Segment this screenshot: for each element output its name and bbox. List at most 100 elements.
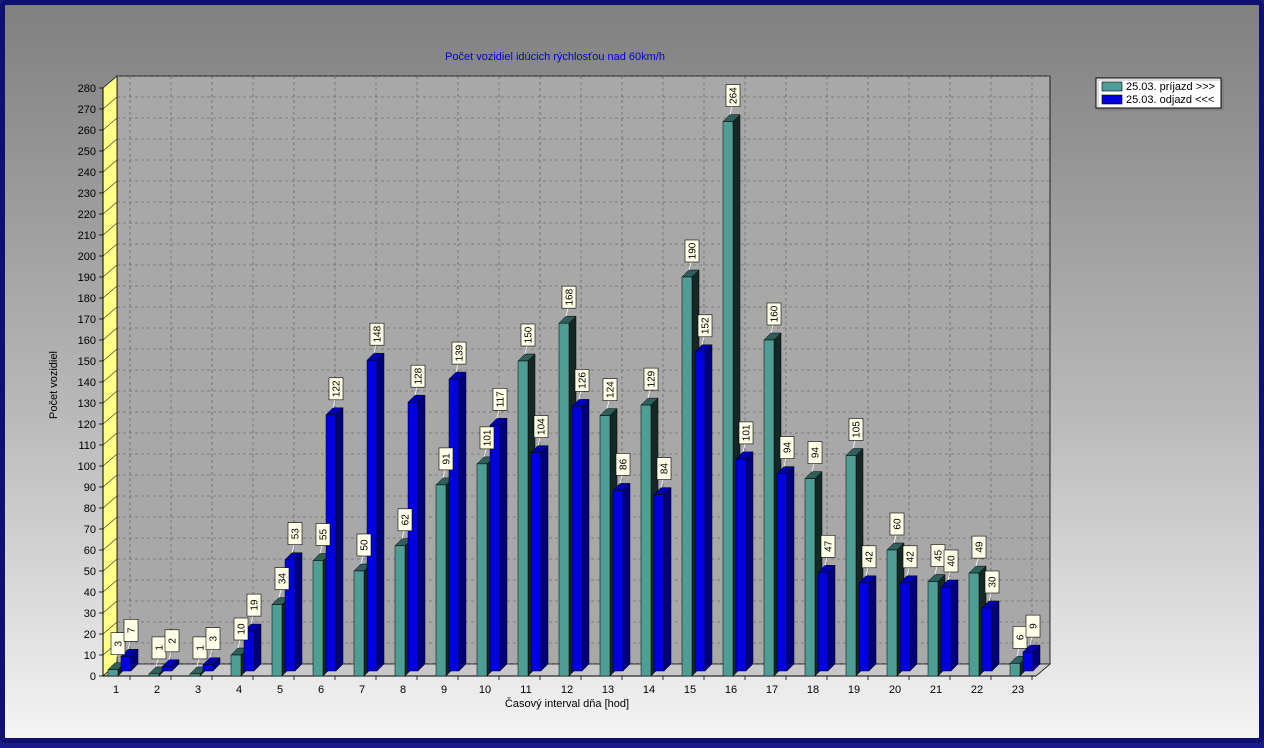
bar-front xyxy=(448,378,460,672)
data-label-box xyxy=(602,378,618,401)
data-label: 40 xyxy=(947,555,958,567)
data-label: 1 xyxy=(196,645,207,651)
data-label-leader xyxy=(455,364,459,373)
y-tick-label: 150 xyxy=(78,356,96,368)
data-label-box xyxy=(848,418,864,441)
x-tick-label: 2 xyxy=(154,684,160,696)
data-label: 45 xyxy=(934,550,945,562)
bar-odjazd-20 xyxy=(899,575,918,672)
data-label: 124 xyxy=(606,381,617,398)
grid-line-side xyxy=(102,411,118,425)
y-tick-label: 110 xyxy=(78,440,96,452)
y-tick-label: 10 xyxy=(84,650,96,662)
bar-side xyxy=(581,398,590,672)
data-label-box xyxy=(943,549,959,573)
data-label-leader xyxy=(319,545,323,554)
grid-line-side xyxy=(102,243,118,257)
data-label-box xyxy=(779,436,795,459)
data-label-box xyxy=(574,369,590,392)
y-tick-label: 200 xyxy=(78,251,96,263)
data-label-box xyxy=(738,421,754,445)
data-label-box xyxy=(889,512,905,536)
bar-side xyxy=(827,564,836,672)
y-tick-label: 270 xyxy=(78,104,96,116)
bar-side xyxy=(622,482,631,672)
bar-front xyxy=(968,572,980,677)
x-axis-label: Časový interval dňa [hod] xyxy=(505,697,629,710)
data-label: 150 xyxy=(524,326,535,343)
data-label: 19 xyxy=(250,599,261,611)
x-tick-label: 9 xyxy=(441,684,447,696)
data-label: 160 xyxy=(770,305,781,322)
data-label-leader xyxy=(770,324,774,334)
data-label-leader xyxy=(250,616,254,625)
data-label-box xyxy=(725,84,741,107)
bar-front xyxy=(763,339,775,677)
bar-side xyxy=(458,371,467,672)
bar-side xyxy=(745,451,754,672)
bar-side xyxy=(786,465,795,672)
data-label: 94 xyxy=(811,447,822,459)
data-label-leader xyxy=(401,530,405,539)
data-label-leader xyxy=(524,345,528,355)
grid-line-side xyxy=(102,180,118,194)
grid-line-side xyxy=(102,117,118,131)
data-label-leader xyxy=(360,555,364,565)
bar-odjazd-8 xyxy=(407,394,426,672)
data-label: 94 xyxy=(783,442,794,454)
bar-front xyxy=(845,455,857,677)
data-label-leader xyxy=(729,106,733,115)
data-label-leader xyxy=(155,658,159,667)
bar-front xyxy=(476,463,488,677)
grid-line-side xyxy=(102,558,118,572)
bar-side xyxy=(499,417,508,672)
bar-front xyxy=(804,478,816,677)
data-label: 42 xyxy=(906,551,917,563)
data-label-box xyxy=(356,533,372,557)
data-label: 1 xyxy=(155,645,166,651)
data-label-leader xyxy=(852,440,856,449)
bar-side xyxy=(991,600,1000,672)
x-tick-label: 4 xyxy=(236,684,242,696)
data-label-box xyxy=(615,453,631,476)
data-label-leader xyxy=(1029,637,1033,646)
bar-front xyxy=(653,494,665,672)
legend-label-odjazd: 25.03. odjazd <<< xyxy=(1126,94,1214,106)
data-label-box xyxy=(315,523,331,546)
data-label-box xyxy=(561,285,577,309)
bar-front xyxy=(1022,651,1034,672)
bar-front xyxy=(735,458,747,672)
x-tick-label: 20 xyxy=(889,684,901,696)
x-tick-label: 1 xyxy=(113,684,119,696)
data-label-leader xyxy=(1016,648,1020,657)
data-label-leader xyxy=(660,479,664,488)
data-label-leader xyxy=(114,654,118,663)
data-label-box xyxy=(520,323,536,347)
grid-line-side xyxy=(102,579,118,593)
x-tick-label: 18 xyxy=(807,684,819,696)
data-label: 264 xyxy=(729,87,740,104)
bar-side xyxy=(417,394,426,672)
data-label-box xyxy=(205,627,221,651)
bar-odjazd-13 xyxy=(612,482,631,672)
y-tick-label: 210 xyxy=(78,230,96,242)
bar-odjazd-9 xyxy=(448,371,467,672)
data-label: 91 xyxy=(442,453,453,465)
bar-side xyxy=(868,575,877,672)
data-label-box xyxy=(820,534,836,558)
data-label-leader xyxy=(168,651,172,660)
x-tick-label: 15 xyxy=(684,684,696,696)
data-label: 6 xyxy=(1016,634,1027,640)
y-tick-label: 20 xyxy=(84,629,96,641)
data-label-box xyxy=(492,387,508,411)
grid-line-side xyxy=(102,474,118,488)
grid-line-side xyxy=(102,348,118,362)
data-label-box xyxy=(328,377,344,401)
data-label-box xyxy=(246,593,262,617)
data-label-box xyxy=(438,447,454,471)
x-tick-label: 16 xyxy=(725,684,737,696)
y-tick-label: 220 xyxy=(78,209,96,221)
grid-line-side xyxy=(102,138,118,152)
bar-odjazd-2 xyxy=(161,659,180,672)
data-label-leader xyxy=(196,658,200,667)
